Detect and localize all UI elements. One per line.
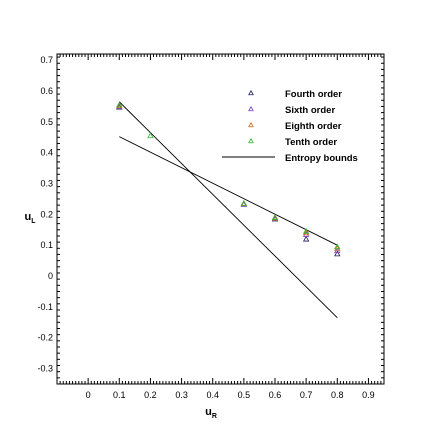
legend-marker	[248, 89, 254, 96]
y-tick-label: 0.3	[40, 179, 53, 189]
x-tick-label: 0.5	[238, 390, 251, 400]
data-point	[147, 132, 154, 139]
x-axis-ticks: 0 0.1 0.2 0.3 0.4 0.5 0.6 0.7 0.8 0.9	[56, 54, 385, 400]
legend-label: Sixth order	[285, 105, 335, 116]
data-point	[302, 229, 310, 236]
x-tick-label: 0.8	[331, 390, 344, 400]
y-tick-label: 0.1	[40, 240, 53, 250]
y-tick-label: 0.5	[40, 117, 53, 127]
plot-frame	[56, 53, 385, 385]
data-point	[302, 231, 310, 237]
y-axis-ticks: -0.3 -0.2 -0.1 0 0.1 0.2 0.3 0.4 0.5 0.6 0.7	[37, 55, 384, 385]
legend-label: Entropy bounds	[285, 153, 358, 164]
y-tick-label: -0.3	[37, 364, 53, 374]
x-tick-label: 0.3	[175, 390, 188, 400]
y-tick-label: -0.1	[37, 302, 53, 312]
legend-marker	[248, 137, 254, 144]
entropy-bound-line	[119, 136, 338, 246]
x-tick-label: 0.1	[113, 390, 126, 400]
x-tick-label: 0.2	[144, 390, 157, 400]
entropy-bound-line	[118, 101, 338, 319]
data-point	[302, 235, 310, 242]
legend-label: Eighth order	[285, 121, 342, 132]
data-points	[116, 101, 341, 257]
data-point	[240, 199, 248, 206]
y-tick-label: 0.6	[40, 86, 53, 96]
legend-label: Fourth order	[285, 89, 342, 100]
y-tick-label: 0.2	[40, 209, 53, 219]
data-point	[271, 214, 279, 220]
data-point	[116, 101, 123, 108]
x-tick-label: 0.6	[269, 390, 282, 400]
x-tick-label: 0.7	[300, 390, 313, 400]
y-tick-label: 0	[48, 271, 53, 281]
data-point	[116, 102, 123, 109]
y-tick-label: 0.4	[40, 148, 53, 158]
y-axis-label: uL	[24, 211, 36, 225]
legend-marker	[248, 105, 254, 112]
data-point	[334, 244, 341, 251]
legend-marker	[248, 121, 254, 128]
y-tick-label: -0.2	[37, 333, 53, 343]
data-point	[302, 228, 310, 234]
legend: Fourth order Sixth order Eighth order Tenth…	[222, 89, 358, 164]
entropy-bound-lines	[118, 101, 338, 319]
y-tick-label: 0.7	[40, 55, 53, 65]
x-tick-label: 0.4	[206, 390, 219, 400]
legend-label: Tenth order	[285, 137, 337, 148]
x-tick-label: 0.9	[362, 390, 375, 400]
data-point	[334, 243, 341, 250]
x-tick-label: 0	[86, 390, 91, 400]
x-axis-label: uR	[205, 406, 217, 420]
data-point	[334, 250, 341, 257]
